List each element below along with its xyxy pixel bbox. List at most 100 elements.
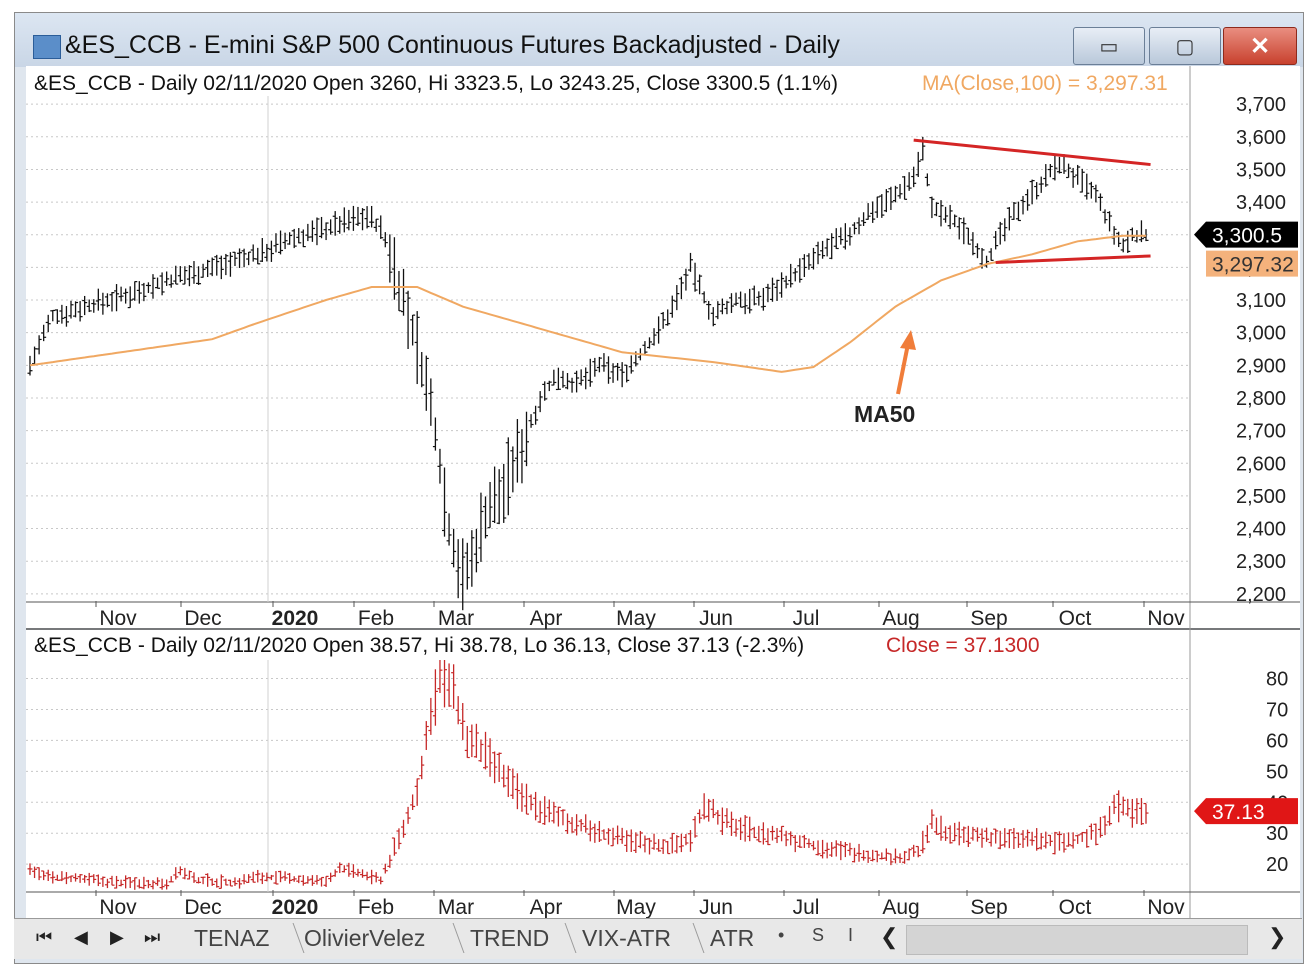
price-bar — [687, 252, 693, 272]
price-y-tick-label: 3,400 — [1236, 192, 1286, 214]
price-bar — [870, 201, 876, 223]
horizontal-scrollbar[interactable] — [906, 925, 1248, 955]
price-bar — [1138, 220, 1144, 243]
vix-bar — [906, 848, 912, 861]
price-bar — [1116, 231, 1122, 248]
price-bar — [373, 218, 379, 232]
price-bar — [528, 414, 534, 428]
vix-bar — [592, 823, 598, 843]
vix-bar — [542, 796, 548, 825]
price-bar — [1034, 182, 1040, 200]
price-bar — [747, 288, 753, 314]
price-bar — [209, 257, 215, 277]
vix-bar — [988, 832, 994, 847]
price-bar — [892, 185, 898, 203]
minimize-button[interactable]: ▭ — [1073, 27, 1145, 65]
vix-bar — [296, 875, 302, 884]
tab-tenaz[interactable]: TENAZ — [194, 925, 270, 951]
price-bar — [897, 183, 903, 199]
first-nav-button[interactable]: ⏮ — [36, 927, 53, 947]
vix-bar — [1084, 829, 1090, 848]
vix-bar — [810, 840, 816, 851]
price-bar — [232, 251, 238, 267]
price-y-tick-label: 3,000 — [1236, 323, 1286, 345]
price-bar — [214, 254, 220, 276]
price-bar — [820, 240, 826, 259]
price-bar — [487, 481, 493, 529]
vix-bar — [596, 820, 602, 842]
vix-bar — [838, 841, 844, 861]
vix-bar — [227, 879, 233, 887]
vix-bar — [1015, 832, 1021, 848]
price-axis-bg — [1190, 66, 1300, 602]
vix-bar — [82, 874, 88, 883]
vix-bar — [32, 866, 38, 879]
vix-bar — [186, 870, 192, 880]
vix-bar — [159, 878, 165, 890]
tab-vix-atr[interactable]: VIX-ATR — [582, 925, 672, 951]
last-nav-button[interactable]: ⏭ — [144, 927, 161, 947]
vix-bar — [915, 845, 921, 858]
tab-extra-dot[interactable]: • — [778, 925, 785, 945]
vix-bar — [560, 809, 566, 826]
tab-extra-i[interactable]: I — [848, 925, 854, 945]
vix-bar — [492, 751, 498, 784]
price-y-tick-label: 2,300 — [1236, 551, 1286, 573]
price-bar — [505, 437, 511, 516]
vix-bar — [63, 872, 69, 885]
maximize-button[interactable]: ▢ — [1149, 27, 1221, 65]
price-bar — [437, 448, 443, 484]
tab-atr[interactable]: ATR — [710, 925, 755, 951]
vix-bar — [446, 663, 452, 707]
vix-bar — [1097, 816, 1103, 838]
title-bar[interactable]: &ES_CCB - E-mini S&P 500 Continuous Futu… — [15, 13, 1303, 67]
vix-bar — [756, 825, 762, 843]
vix-bar — [1061, 833, 1067, 853]
month-label: Aug — [882, 607, 919, 630]
price-y-tick-label: 2,700 — [1236, 421, 1286, 443]
vix-bar — [469, 724, 475, 758]
vix-bar — [337, 862, 343, 874]
month-label: Sep — [970, 607, 1007, 630]
price-bar — [674, 285, 680, 311]
month-label: Mar — [438, 607, 474, 630]
vix-bar — [651, 833, 657, 850]
vix-bar — [109, 875, 115, 886]
price-bar — [615, 362, 621, 381]
price-bar — [933, 202, 939, 217]
scroll-left-icon[interactable]: ❮ — [880, 924, 899, 949]
tab-trend[interactable]: TREND — [470, 925, 550, 951]
vix-bar — [428, 697, 434, 735]
month-label: Nov — [99, 607, 137, 630]
tab-extra-s[interactable]: S — [812, 925, 825, 945]
vix-close-header-text: Close = 37.1300 — [886, 634, 1040, 657]
price-bar — [259, 238, 265, 262]
price-bar — [537, 391, 543, 413]
vix-bar — [173, 867, 179, 880]
vix-bar — [123, 875, 129, 889]
vix-bar — [1088, 823, 1094, 840]
vix-bar — [683, 833, 689, 846]
month-label: Dec — [184, 607, 221, 630]
price-bar — [838, 227, 844, 245]
price-bar — [801, 254, 807, 277]
next-nav-button[interactable]: ▶ — [110, 927, 124, 947]
vix-bar — [1134, 798, 1140, 825]
price-bar — [665, 309, 671, 326]
price-bar — [592, 357, 598, 377]
price-bar — [642, 341, 648, 355]
vix-bar — [956, 821, 962, 846]
close-button[interactable]: ✕ — [1223, 27, 1297, 65]
price-bar — [646, 337, 652, 349]
price-month-labels: Nov Dec 2020 Feb Mar Apr May Jun Jul Aug Sep Oct Nov — [95, 601, 1185, 630]
price-bar — [36, 335, 42, 355]
scroll-right-icon[interactable]: ❯ — [1268, 924, 1287, 949]
prev-nav-button[interactable]: ◀ — [74, 927, 88, 947]
tab-oliviervelez[interactable]: OlivierVelez — [304, 925, 426, 951]
month-label: Jun — [699, 607, 733, 630]
price-bar — [728, 293, 734, 314]
vix-bar — [924, 825, 930, 844]
vix-bar — [587, 820, 593, 842]
price-bar — [1107, 211, 1113, 232]
